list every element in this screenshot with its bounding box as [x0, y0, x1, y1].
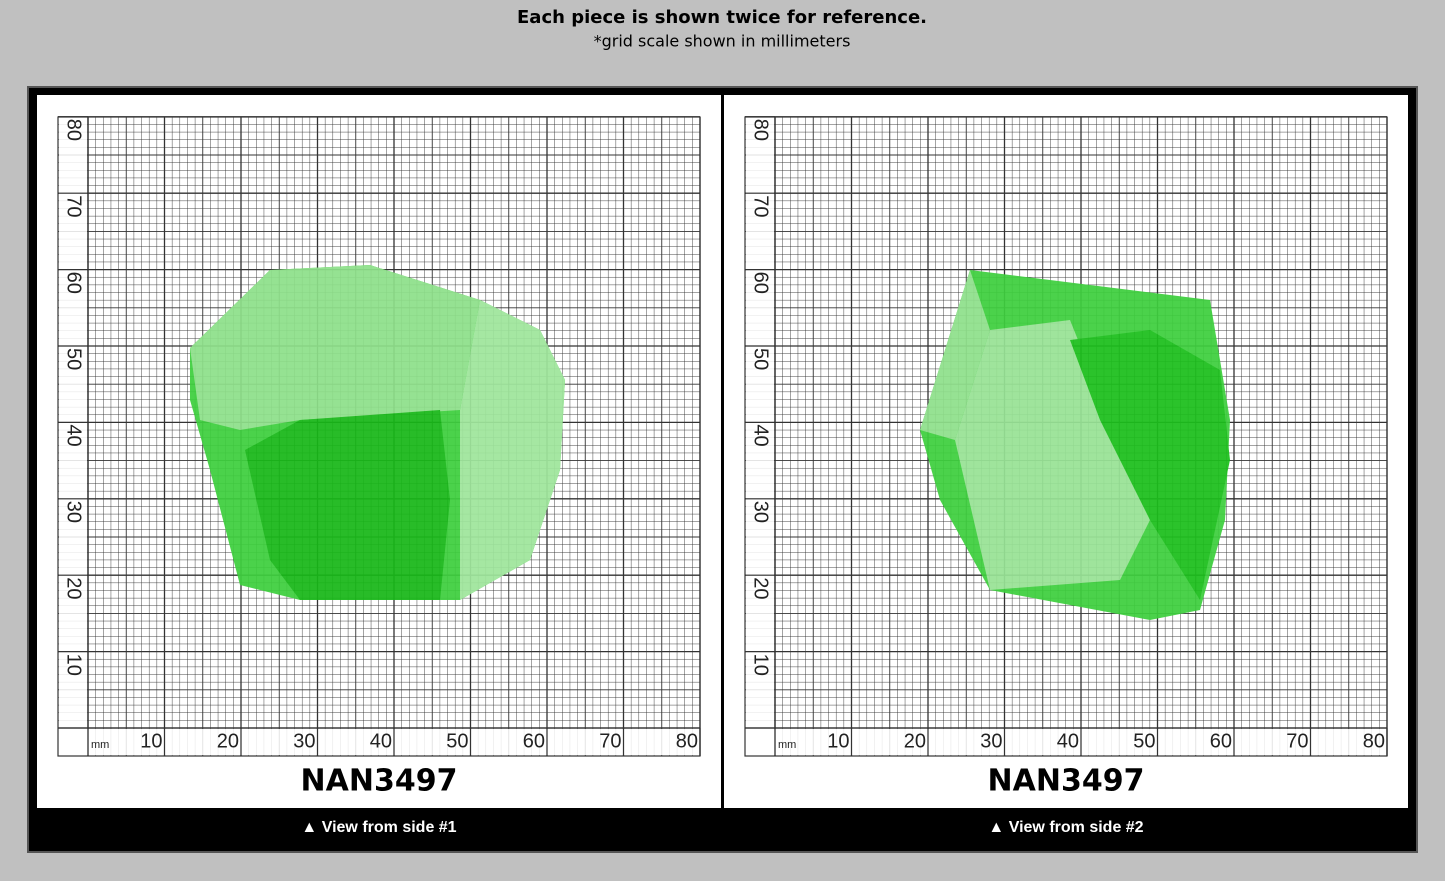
y-scale-label: 60 — [750, 272, 772, 294]
gem-face — [920, 270, 990, 440]
x-scale-label: 70 — [599, 730, 621, 752]
x-scale-label: 10 — [140, 730, 162, 752]
subtitle: *grid scale shown in millimeters — [594, 32, 851, 51]
label-strip — [59, 729, 699, 755]
y-scale-label: 50 — [750, 348, 772, 370]
y-scale-label: 30 — [63, 501, 85, 523]
gem-window — [245, 410, 450, 600]
gem-window — [1070, 330, 1230, 600]
unit-label: mm — [91, 739, 109, 751]
caption: ▲ View from side #2 — [988, 819, 1143, 836]
y-scale-label: 30 — [750, 501, 772, 523]
y-scale-label: 80 — [63, 119, 85, 141]
y-scale-label: 20 — [63, 577, 85, 599]
label-strip — [746, 729, 1386, 755]
y-scale-label: 20 — [750, 577, 772, 599]
x-scale-label: 20 — [217, 730, 239, 752]
piece-id: NAN3497 — [301, 764, 458, 799]
title: Each piece is shown twice for reference. — [517, 7, 927, 28]
gem-face — [955, 320, 1150, 590]
y-scale-label: 10 — [750, 654, 772, 676]
x-scale-label: 50 — [1133, 730, 1155, 752]
y-scale-label: 50 — [63, 348, 85, 370]
y-scale-label: 60 — [63, 272, 85, 294]
x-scale-label: 60 — [1210, 730, 1232, 752]
x-scale-label: 10 — [827, 730, 849, 752]
x-scale-label: 80 — [676, 730, 698, 752]
gem-face — [460, 300, 565, 600]
x-scale-label: 20 — [904, 730, 926, 752]
gem-2 — [920, 270, 1230, 620]
y-scale-label: 40 — [750, 424, 772, 446]
x-scale-label: 40 — [1057, 730, 1079, 752]
y-scale-label: 10 — [63, 654, 85, 676]
x-scale-label: 80 — [1363, 730, 1385, 752]
x-scale-label: 40 — [370, 730, 392, 752]
y-scale-label: 40 — [63, 424, 85, 446]
unit-label: mm — [778, 739, 796, 751]
gem-face — [190, 265, 480, 430]
x-scale-label: 30 — [980, 730, 1002, 752]
piece-id: NAN3497 — [988, 764, 1145, 799]
x-scale-label: 50 — [446, 730, 468, 752]
y-scale-label: 70 — [63, 195, 85, 217]
caption: ▲ View from side #1 — [301, 819, 456, 836]
x-scale-label: 60 — [523, 730, 545, 752]
x-scale-label: 70 — [1286, 730, 1308, 752]
x-scale-label: 30 — [293, 730, 315, 752]
y-scale-label: 70 — [750, 195, 772, 217]
gem-1 — [190, 265, 565, 600]
y-scale-label: 80 — [750, 119, 772, 141]
